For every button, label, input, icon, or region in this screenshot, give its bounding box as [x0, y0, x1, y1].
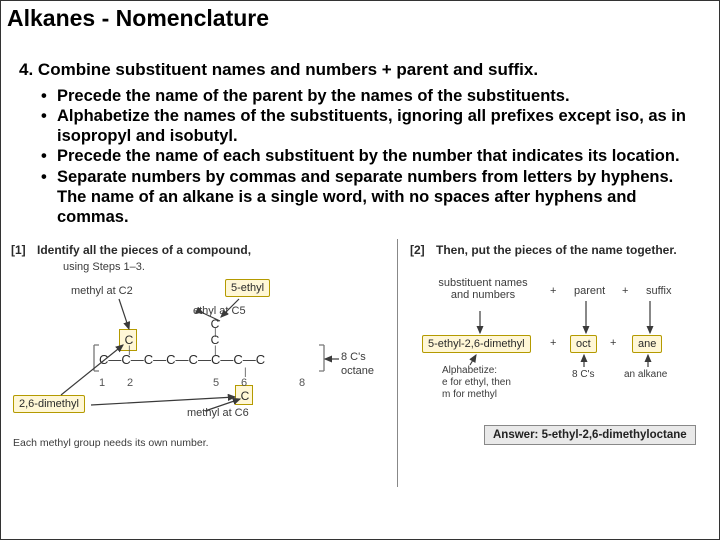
- panel-left: [1] Identify all the pieces of a compoun…: [7, 239, 397, 487]
- right-header-text: Then, put the pieces of the name togethe…: [436, 243, 677, 257]
- bullet-list: Precede the name of the parent by the na…: [19, 86, 701, 227]
- chain-num-6: 6: [239, 377, 249, 389]
- note-alkane: an alkane: [624, 369, 667, 380]
- step-number: 4.: [19, 60, 33, 79]
- lbl-octane: octane: [341, 365, 374, 377]
- lbl-methyl-c2: methyl at C2: [71, 285, 133, 297]
- left-header-num: [1]: [11, 243, 26, 257]
- answer-box: Answer: 5-ethyl-2,6-dimethyloctane: [484, 425, 696, 445]
- note-alpha: Alphabetize:: [442, 365, 497, 376]
- row1-plus1: +: [550, 285, 556, 297]
- note-alpha3: m for methyl: [442, 389, 497, 400]
- chain-num-2: 2: [125, 377, 135, 389]
- bullet-item: Precede the name of each substituent by …: [57, 146, 701, 166]
- lbl-8c: 8 C's: [341, 351, 366, 363]
- right-header-num: [2]: [410, 243, 425, 257]
- row1-plus2: +: [622, 285, 628, 297]
- bullet-item: Alphabetize the names of the substituent…: [57, 106, 701, 146]
- step-heading: 4. Combine substituent names and numbers…: [19, 60, 701, 80]
- content-block: 4. Combine substituent names and numbers…: [1, 44, 719, 227]
- left-caption: Each methyl group needs its own number.: [13, 437, 209, 449]
- note-alpha2: e for ethyl, then: [442, 377, 511, 388]
- left-header-text: Identify all the pieces of a compound,: [37, 243, 251, 257]
- left-header-sub: using Steps 1–3.: [63, 261, 145, 273]
- bullet-item: Separate numbers by commas and separate …: [57, 167, 701, 227]
- box-26-dimethyl: 2,6-dimethyl: [13, 395, 85, 413]
- page-title: Alkanes - Nomenclature: [1, 1, 719, 44]
- note-8c: 8 C's: [572, 369, 594, 380]
- row2-plus2: +: [610, 337, 616, 349]
- diagram-row: [1] Identify all the pieces of a compoun…: [1, 239, 719, 487]
- box-5-ethyl: 5-ethyl: [225, 279, 270, 297]
- row2-a: 5-ethyl-2,6-dimethyl: [422, 335, 531, 353]
- chain-num-8: 8: [297, 377, 307, 389]
- lbl-ethyl-c5: ethyl at C5: [193, 305, 246, 317]
- row2-c: ane: [632, 335, 662, 353]
- row1-a: substituent names and numbers: [428, 277, 538, 301]
- step-text: Combine substituent names and numbers + …: [38, 60, 538, 79]
- row1-b: parent: [574, 285, 605, 297]
- row2-b: oct: [570, 335, 597, 353]
- row1-c: suffix: [646, 285, 671, 297]
- chain-num-5: 5: [211, 377, 221, 389]
- panel-right: [2] Then, put the pieces of the name tog…: [397, 239, 713, 487]
- chain-num-1: 1: [97, 377, 107, 389]
- bullet-item: Precede the name of the parent by the na…: [57, 86, 701, 106]
- row2-plus1: +: [550, 337, 556, 349]
- lbl-methyl-c6: methyl at C6: [187, 407, 249, 419]
- c6-methyl-c: C: [239, 389, 251, 403]
